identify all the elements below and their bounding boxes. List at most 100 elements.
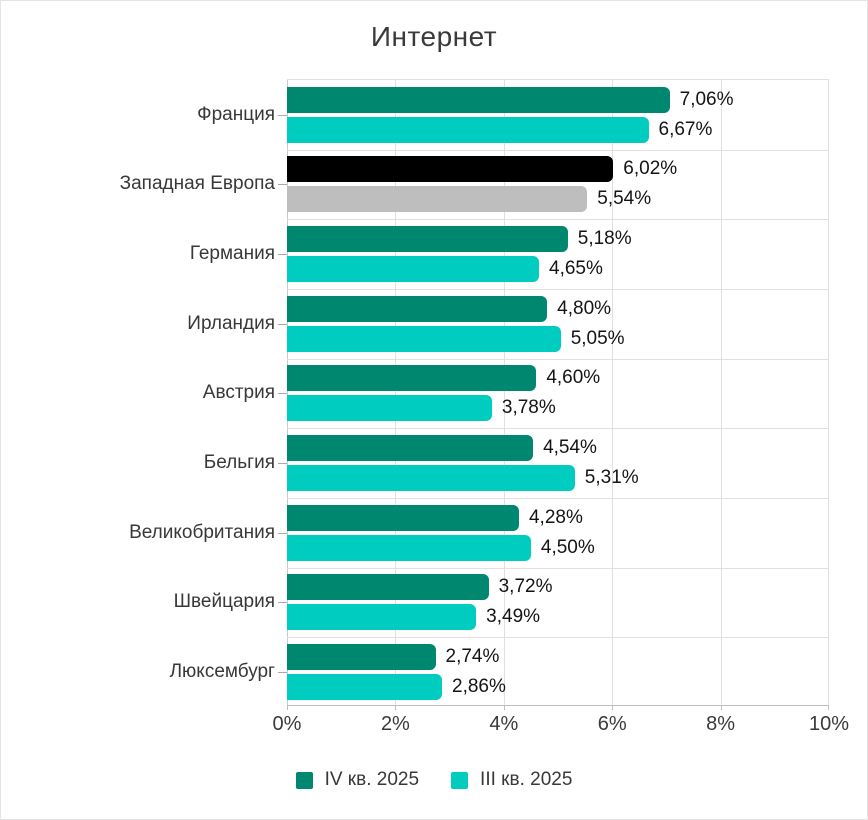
- category-label: Германия: [189, 243, 275, 265]
- gridline-horizontal: [287, 219, 829, 221]
- category-label: Австрия: [202, 382, 275, 404]
- bar-value-label: 4,54%: [543, 437, 597, 459]
- category-tick: [278, 184, 287, 186]
- bar-value-label: 5,05%: [570, 327, 625, 349]
- bar-q4[interactable]: [287, 156, 614, 183]
- x-tick-label: 6%: [597, 713, 627, 735]
- gridline-horizontal: [287, 498, 829, 499]
- gridline-horizontal: [287, 637, 829, 639]
- bar-group-q3: 3,49%: [287, 604, 541, 631]
- bar-q4[interactable]: [287, 295, 548, 322]
- bar-q4[interactable]: [287, 574, 489, 601]
- bar-value-label: 5,54%: [597, 188, 652, 210]
- bar-value-label: 3,78%: [501, 397, 556, 419]
- gridline-vertical: [828, 80, 829, 705]
- chart-title: Интернет: [370, 21, 498, 52]
- bar-group-q4: 4,80%: [287, 295, 612, 322]
- legend-swatch-icon: [451, 771, 469, 789]
- bar-q4[interactable]: [287, 504, 519, 531]
- category-row: Швейцария 3,72% 3,49%: [174, 568, 829, 638]
- bar-value-label: 6,02%: [623, 158, 678, 180]
- category-label: Люксембург: [169, 661, 275, 683]
- category-label: Западная Европа: [119, 173, 275, 195]
- x-axis-labels: 0% 2% 4% 6% 8% 10%: [273, 713, 849, 739]
- bar-group-q3: 5,31%: [287, 465, 639, 492]
- category-row: Франция 7,06% 6,67%: [197, 80, 829, 150]
- bar-q3[interactable]: [287, 465, 575, 492]
- bar-group-q3: 4,50%: [287, 534, 595, 561]
- bar-q4[interactable]: [287, 86, 670, 113]
- bar-q3[interactable]: [287, 186, 588, 213]
- bar-value-label: 2,74%: [445, 646, 500, 668]
- category-tick: [278, 254, 287, 256]
- bar-value-label: 2,86%: [452, 676, 506, 698]
- gridline-horizontal: [287, 289, 829, 290]
- bar-q3[interactable]: [287, 534, 531, 561]
- bar-group-q4: 2,74%: [287, 644, 500, 671]
- category-row: Бельгия 4,54% 5,31%: [204, 428, 829, 498]
- category-tick: [278, 532, 287, 534]
- bar-value-label: 5,18%: [577, 228, 632, 250]
- x-axis-tick: [503, 705, 505, 710]
- bar-value-label: 4,60%: [546, 367, 601, 389]
- bar-q3[interactable]: [287, 604, 477, 631]
- legend: IV кв. 2025 III кв. 2025: [1, 769, 867, 791]
- legend-item[interactable]: III кв. 2025: [451, 769, 572, 791]
- gridline-vertical: [503, 80, 505, 705]
- x-tick-label: 8%: [706, 713, 736, 735]
- category-tick: [278, 323, 287, 325]
- gridline-horizontal: [287, 149, 829, 151]
- category-row: Западная Европа 6,02% 5,54%: [120, 150, 829, 220]
- bar-value-label: 4,65%: [549, 258, 603, 280]
- x-axis-tick: [395, 705, 397, 710]
- x-axis-tick: [720, 705, 722, 710]
- category-label: Франция: [197, 103, 275, 125]
- bar-group-q3: 4,65%: [287, 256, 603, 283]
- bar-group-q4: 4,28%: [287, 504, 583, 531]
- category-label: Ирландия: [187, 312, 275, 334]
- category-row: Австрия 4,60% 3,78%: [203, 359, 829, 429]
- category-tick: [278, 114, 287, 116]
- bar-value-label: 4,80%: [557, 297, 612, 319]
- bar-group-q3: 5,54%: [287, 186, 652, 213]
- category-label: Швейцария: [173, 591, 275, 613]
- x-axis-tick: [612, 705, 614, 710]
- x-tick-label: 10%: [808, 713, 850, 735]
- legend-item[interactable]: IV кв. 2025: [295, 769, 420, 791]
- bar-q3[interactable]: [287, 674, 442, 701]
- bar-q4[interactable]: [287, 435, 534, 462]
- bar-q3[interactable]: [287, 325, 561, 352]
- bar-group-q3: 6,67%: [287, 116, 712, 143]
- bar-group-q4: 5,18%: [287, 226, 632, 253]
- bar-group-q4: 6,02%: [287, 156, 678, 183]
- category-tick: [278, 602, 287, 604]
- category-row: Великобритания 4,28% 4,50%: [129, 498, 829, 568]
- gridline-horizontal: [287, 567, 829, 569]
- category-tick: [278, 463, 287, 465]
- bar-q4[interactable]: [287, 365, 537, 392]
- category-row: Ирландия 4,80% 5,05%: [187, 289, 829, 359]
- bar-q3[interactable]: [287, 395, 492, 422]
- x-axis-tick: [287, 705, 288, 710]
- bar-value-label: 4,50%: [540, 536, 595, 558]
- category-label: Бельгия: [203, 452, 275, 474]
- gridline-vertical: [395, 80, 397, 705]
- gridline-vertical: [612, 80, 614, 705]
- bar-q3[interactable]: [287, 256, 540, 283]
- bar-group-q4: 4,54%: [287, 435, 597, 462]
- bar-q4[interactable]: [287, 226, 568, 253]
- legend-label: IV кв. 2025: [324, 769, 420, 790]
- category-tick: [278, 393, 287, 395]
- category-row: Люксембург 2,74% 2,86%: [170, 637, 829, 707]
- bar-value-label: 4,28%: [528, 506, 583, 528]
- bar-q3[interactable]: [287, 116, 649, 143]
- legend-label: III кв. 2025: [480, 769, 573, 790]
- bar-value-label: 3,49%: [486, 606, 541, 628]
- category-tick: [278, 672, 287, 674]
- bar-q4[interactable]: [287, 644, 436, 671]
- bar-value-label: 7,06%: [679, 88, 734, 110]
- bar-value-label: 5,31%: [584, 467, 639, 489]
- gridline-horizontal: [287, 358, 829, 360]
- x-tick-label: 2%: [380, 713, 410, 735]
